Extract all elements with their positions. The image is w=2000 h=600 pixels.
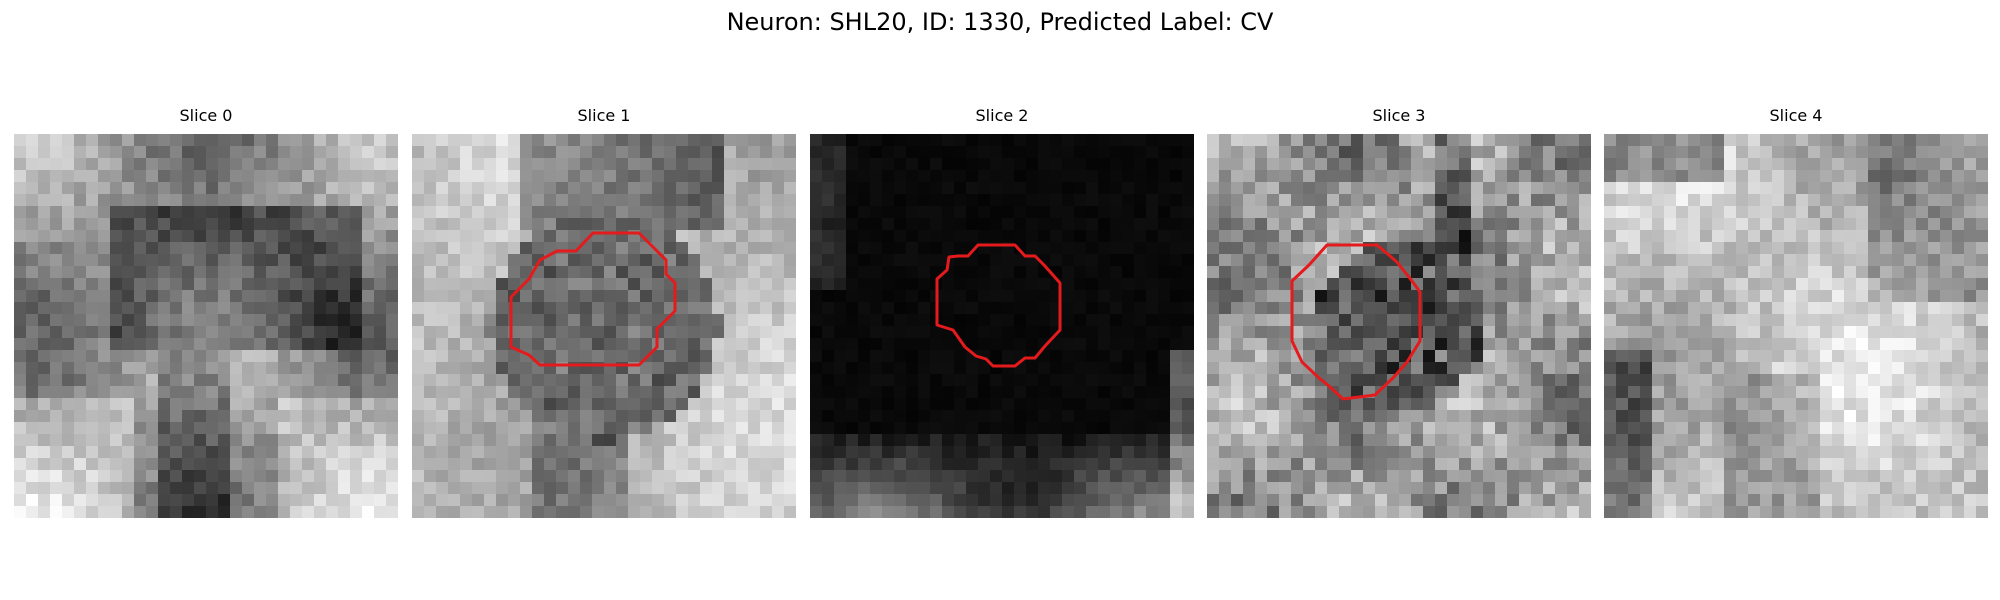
figure-title: Neuron: SHL20, ID: 1330, Predicted Label… (726, 8, 1274, 36)
roi-contour-1 (509, 231, 677, 367)
roi-contour-3 (1290, 243, 1422, 401)
roi-contour-2 (935, 243, 1062, 368)
slice-image-3 (1207, 134, 1591, 518)
slice-title-1: Slice 1 (577, 106, 631, 125)
slice-image-0 (14, 134, 398, 518)
slice-title-0: Slice 0 (179, 106, 233, 125)
slice-image-1 (412, 134, 796, 518)
slice-image-2 (810, 134, 1194, 518)
slice-image-4 (1604, 134, 1988, 518)
slice-title-3: Slice 3 (1372, 106, 1426, 125)
slice-title-2: Slice 2 (975, 106, 1029, 125)
slice-title-4: Slice 4 (1769, 106, 1823, 125)
